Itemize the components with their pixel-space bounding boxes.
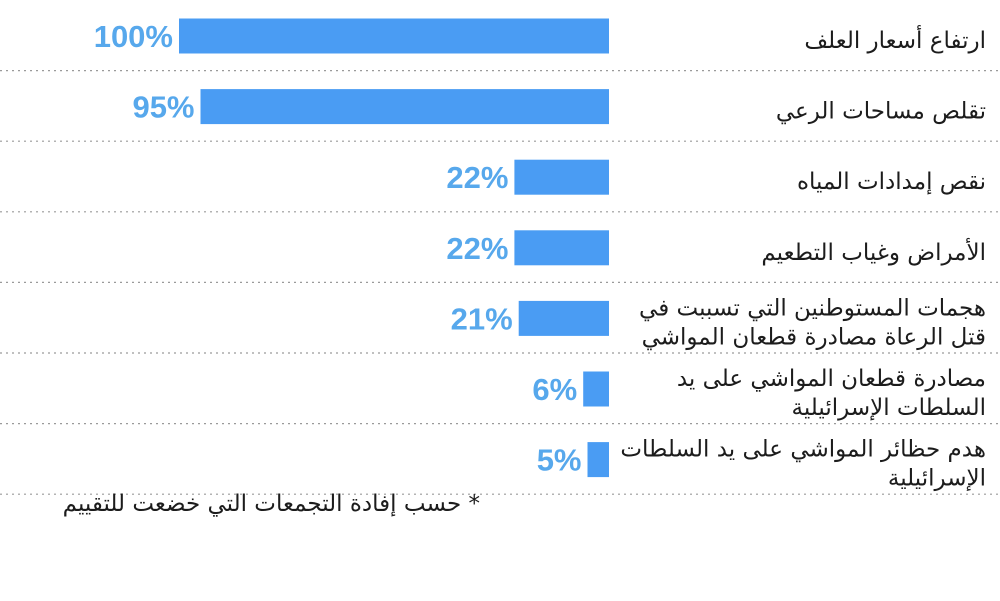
bar-value-label: 5% xyxy=(537,443,582,478)
bar-value-label: 21% xyxy=(451,301,513,336)
bar xyxy=(518,300,609,336)
bar xyxy=(583,371,609,407)
bar-value-label: 95% xyxy=(132,90,194,125)
category-label: مصادرة قطعان المواشي على يد xyxy=(677,366,986,392)
bar-value-label: 22% xyxy=(446,160,508,195)
bar xyxy=(514,230,609,266)
category-label: هدم حظائر المواشي على يد السلطات xyxy=(620,437,986,463)
category-label: ارتفاع أسعار العلف xyxy=(804,25,986,54)
category-label: نقص إمدادات المياه xyxy=(797,169,986,195)
category-label: تقلص مساحات الرعي xyxy=(776,99,986,125)
category-label: الأمراض وغياب التطعيم xyxy=(761,238,986,266)
category-label: هجمات المستوطنين التي تسببت في xyxy=(639,295,986,321)
bar-value-label: 22% xyxy=(446,231,508,266)
bar xyxy=(514,159,609,195)
category-label: السلطات الإسرائيلية xyxy=(792,395,986,421)
bar-value-label: 100% xyxy=(94,19,173,54)
bar xyxy=(179,18,609,54)
category-label: الإسرائيلية xyxy=(888,466,986,492)
bar xyxy=(587,442,609,478)
chart-footnote: * حسب إفادة التجمعات التي خضعت للتقييم xyxy=(62,491,480,517)
bar xyxy=(200,89,609,125)
category-label: قتل الرعاة مصادرة قطعان المواشي xyxy=(642,324,986,350)
bar-value-label: 6% xyxy=(532,372,577,407)
